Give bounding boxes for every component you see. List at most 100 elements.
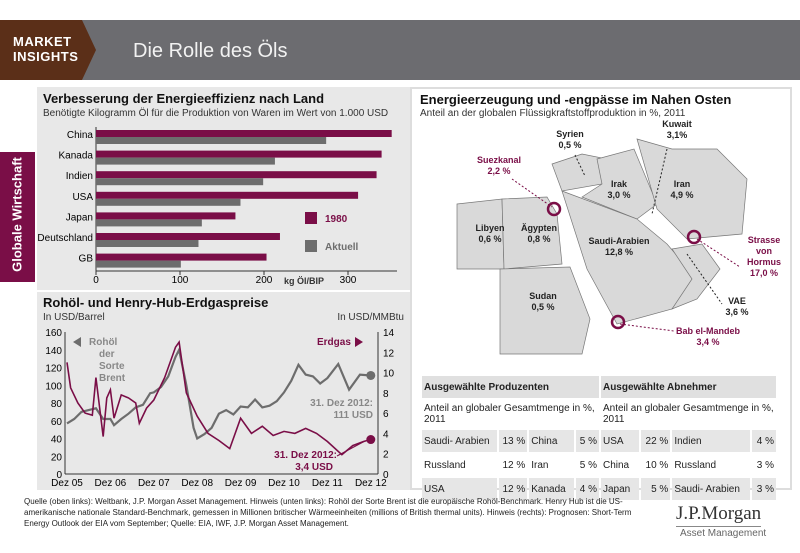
x-tick-label: Dez 12 (355, 478, 387, 489)
label-uae: VAE (728, 296, 746, 306)
table-cell: USA (422, 478, 498, 500)
producers-header: Ausgewählte Produzenten (422, 376, 599, 398)
right-tick-label: 8 (383, 389, 389, 400)
right-tick-label: 0 (383, 470, 389, 481)
consumers-header: Ausgewählte Abnehmer (600, 376, 776, 398)
value-hormus: 17,0 % (750, 268, 778, 278)
x-tick-label: 0 (93, 275, 99, 286)
mandeb-marker (610, 314, 626, 330)
x-tick-label: 300 (340, 275, 357, 286)
bar-1980 (96, 171, 377, 179)
left-tick-label: 160 (45, 328, 62, 339)
x-tick-label: Dez 11 (312, 478, 343, 489)
left-axis-label: In USD/Barrel (43, 312, 105, 323)
left-tick-label: 40 (51, 435, 63, 446)
efficiency-chart-panel: Verbesserung der Energieeffizienz nach L… (37, 87, 410, 290)
x-tick-label: Dez 09 (225, 478, 257, 489)
logo-subtitle: Asset Management (680, 528, 767, 539)
gas-label: Erdgas (317, 337, 351, 348)
right-tick-label: 6 (383, 409, 389, 420)
bar-1980 (96, 233, 280, 240)
brent-label: Rohöl (89, 337, 118, 348)
consumers-sub: Anteil an globaler Gesamtmenge in %, 201… (602, 403, 774, 425)
value-iran: 4,9 % (670, 190, 693, 200)
category-label: Indien (66, 171, 93, 182)
table-row: Russland 12 % Iran 5 % China 10 % Russland 3 % (422, 454, 776, 476)
right-tick-label: 4 (383, 429, 389, 440)
right-tick-label: 2 (383, 450, 389, 461)
table-cell: 12 % (502, 459, 526, 471)
brent-label: Sorte (99, 361, 125, 372)
table-cell: 22 % (640, 430, 671, 452)
bar-aktuell (96, 240, 199, 247)
tag-line2: INSIGHTS (13, 49, 79, 64)
label-sudan: Sudan (529, 291, 557, 301)
category-label: Japan (66, 212, 93, 223)
price-chart-panel: Rohöl- und Henry-Hub-Erdgaspreise In USD… (37, 292, 410, 490)
value-saudi: 12,8 % (605, 247, 633, 257)
right-tick-label: 12 (383, 348, 395, 359)
table-cell: 4 % (752, 430, 776, 452)
right-tick-label: 14 (383, 328, 395, 339)
chart-title: Verbesserung der Energieeffizienz nach L… (43, 91, 325, 106)
page-title: Die Rolle des Öls (133, 40, 288, 62)
table-cell: Indien (672, 430, 751, 452)
x-tick-label: 100 (172, 275, 189, 286)
label-kuwait: Kuwait (662, 119, 692, 129)
table-cell: 5 % (576, 430, 599, 452)
label-syria: Syrien (556, 129, 584, 139)
brent-end-marker (366, 370, 376, 380)
brent-label: Brent (99, 373, 126, 384)
table-cell: Saudi- Arabien (422, 430, 498, 452)
line-chart: 0 20 40 60 80 100 120 140 160 0 2 4 6 8 10 12 14 Dez 05 De… (45, 328, 395, 489)
jpmorgan-logo: J.P.Morgan (676, 503, 762, 527)
table-cell: Japan (600, 478, 639, 500)
section-tab: Globale Wirtschaft (0, 152, 35, 282)
map-iran (636, 138, 748, 240)
left-tick-label: 140 (45, 346, 62, 357)
hormus-marker (686, 229, 702, 245)
bar-aktuell (96, 198, 241, 206)
gas-end-pointer (336, 440, 366, 457)
value-iraq: 3,0 % (607, 190, 630, 200)
right-arrow-icon (355, 337, 363, 347)
bar-aktuell (96, 157, 275, 165)
label-mandeb: Bab el-Mandeb (676, 326, 741, 336)
table-cell: 3 % (752, 478, 776, 500)
table-cell: 12 % (499, 478, 528, 500)
x-axis-label: kg Öl/BIP (284, 276, 324, 286)
label-suez: Suezkanal (477, 155, 521, 165)
left-tick-label: 0 (56, 470, 62, 481)
suez-marker (546, 201, 562, 217)
brent-end-label: 31. Dez 2012: (310, 398, 373, 409)
chart-subtitle: Benötigte Kilogramm Öl für die Produktio… (43, 108, 389, 119)
map-title: Energieerzeugung und -engpässe im Nahen … (420, 92, 732, 107)
category-label: GB (79, 254, 94, 265)
legend-swatch (305, 240, 317, 252)
table-cell: 4 % (576, 478, 599, 500)
left-tick-label: 60 (51, 417, 63, 428)
label-hormus-3: Hormus (747, 257, 781, 267)
x-tick-label: Dez 08 (181, 478, 213, 489)
table-cell: 3 % (756, 459, 774, 471)
header-bar (0, 20, 800, 80)
producers-sub: Anteil an globaler Gesamtmenge in %, 201… (424, 403, 595, 425)
map-oman-uae (671, 243, 721, 310)
gas-line (66, 339, 372, 456)
x-tick-label: 200 (256, 275, 273, 286)
bar-1980 (96, 191, 359, 199)
value-mandeb: 3,4 % (696, 337, 719, 347)
legend-label: 1980 (325, 214, 348, 225)
left-tick-label: 20 (51, 452, 63, 463)
label-libya: Libyen (475, 223, 504, 233)
table-cell: China (529, 430, 575, 452)
label-egypt: Ägypten (521, 223, 557, 233)
bar-1980 (96, 253, 267, 261)
brent-end-label: 111 USD (334, 410, 373, 421)
gas-end-marker (366, 435, 376, 445)
section-tab-label: Globale Wirtschaft (9, 157, 25, 272)
value-uae: 3,6 % (725, 307, 748, 317)
legend-label: Aktuell (325, 242, 359, 253)
brent-line (66, 346, 371, 441)
